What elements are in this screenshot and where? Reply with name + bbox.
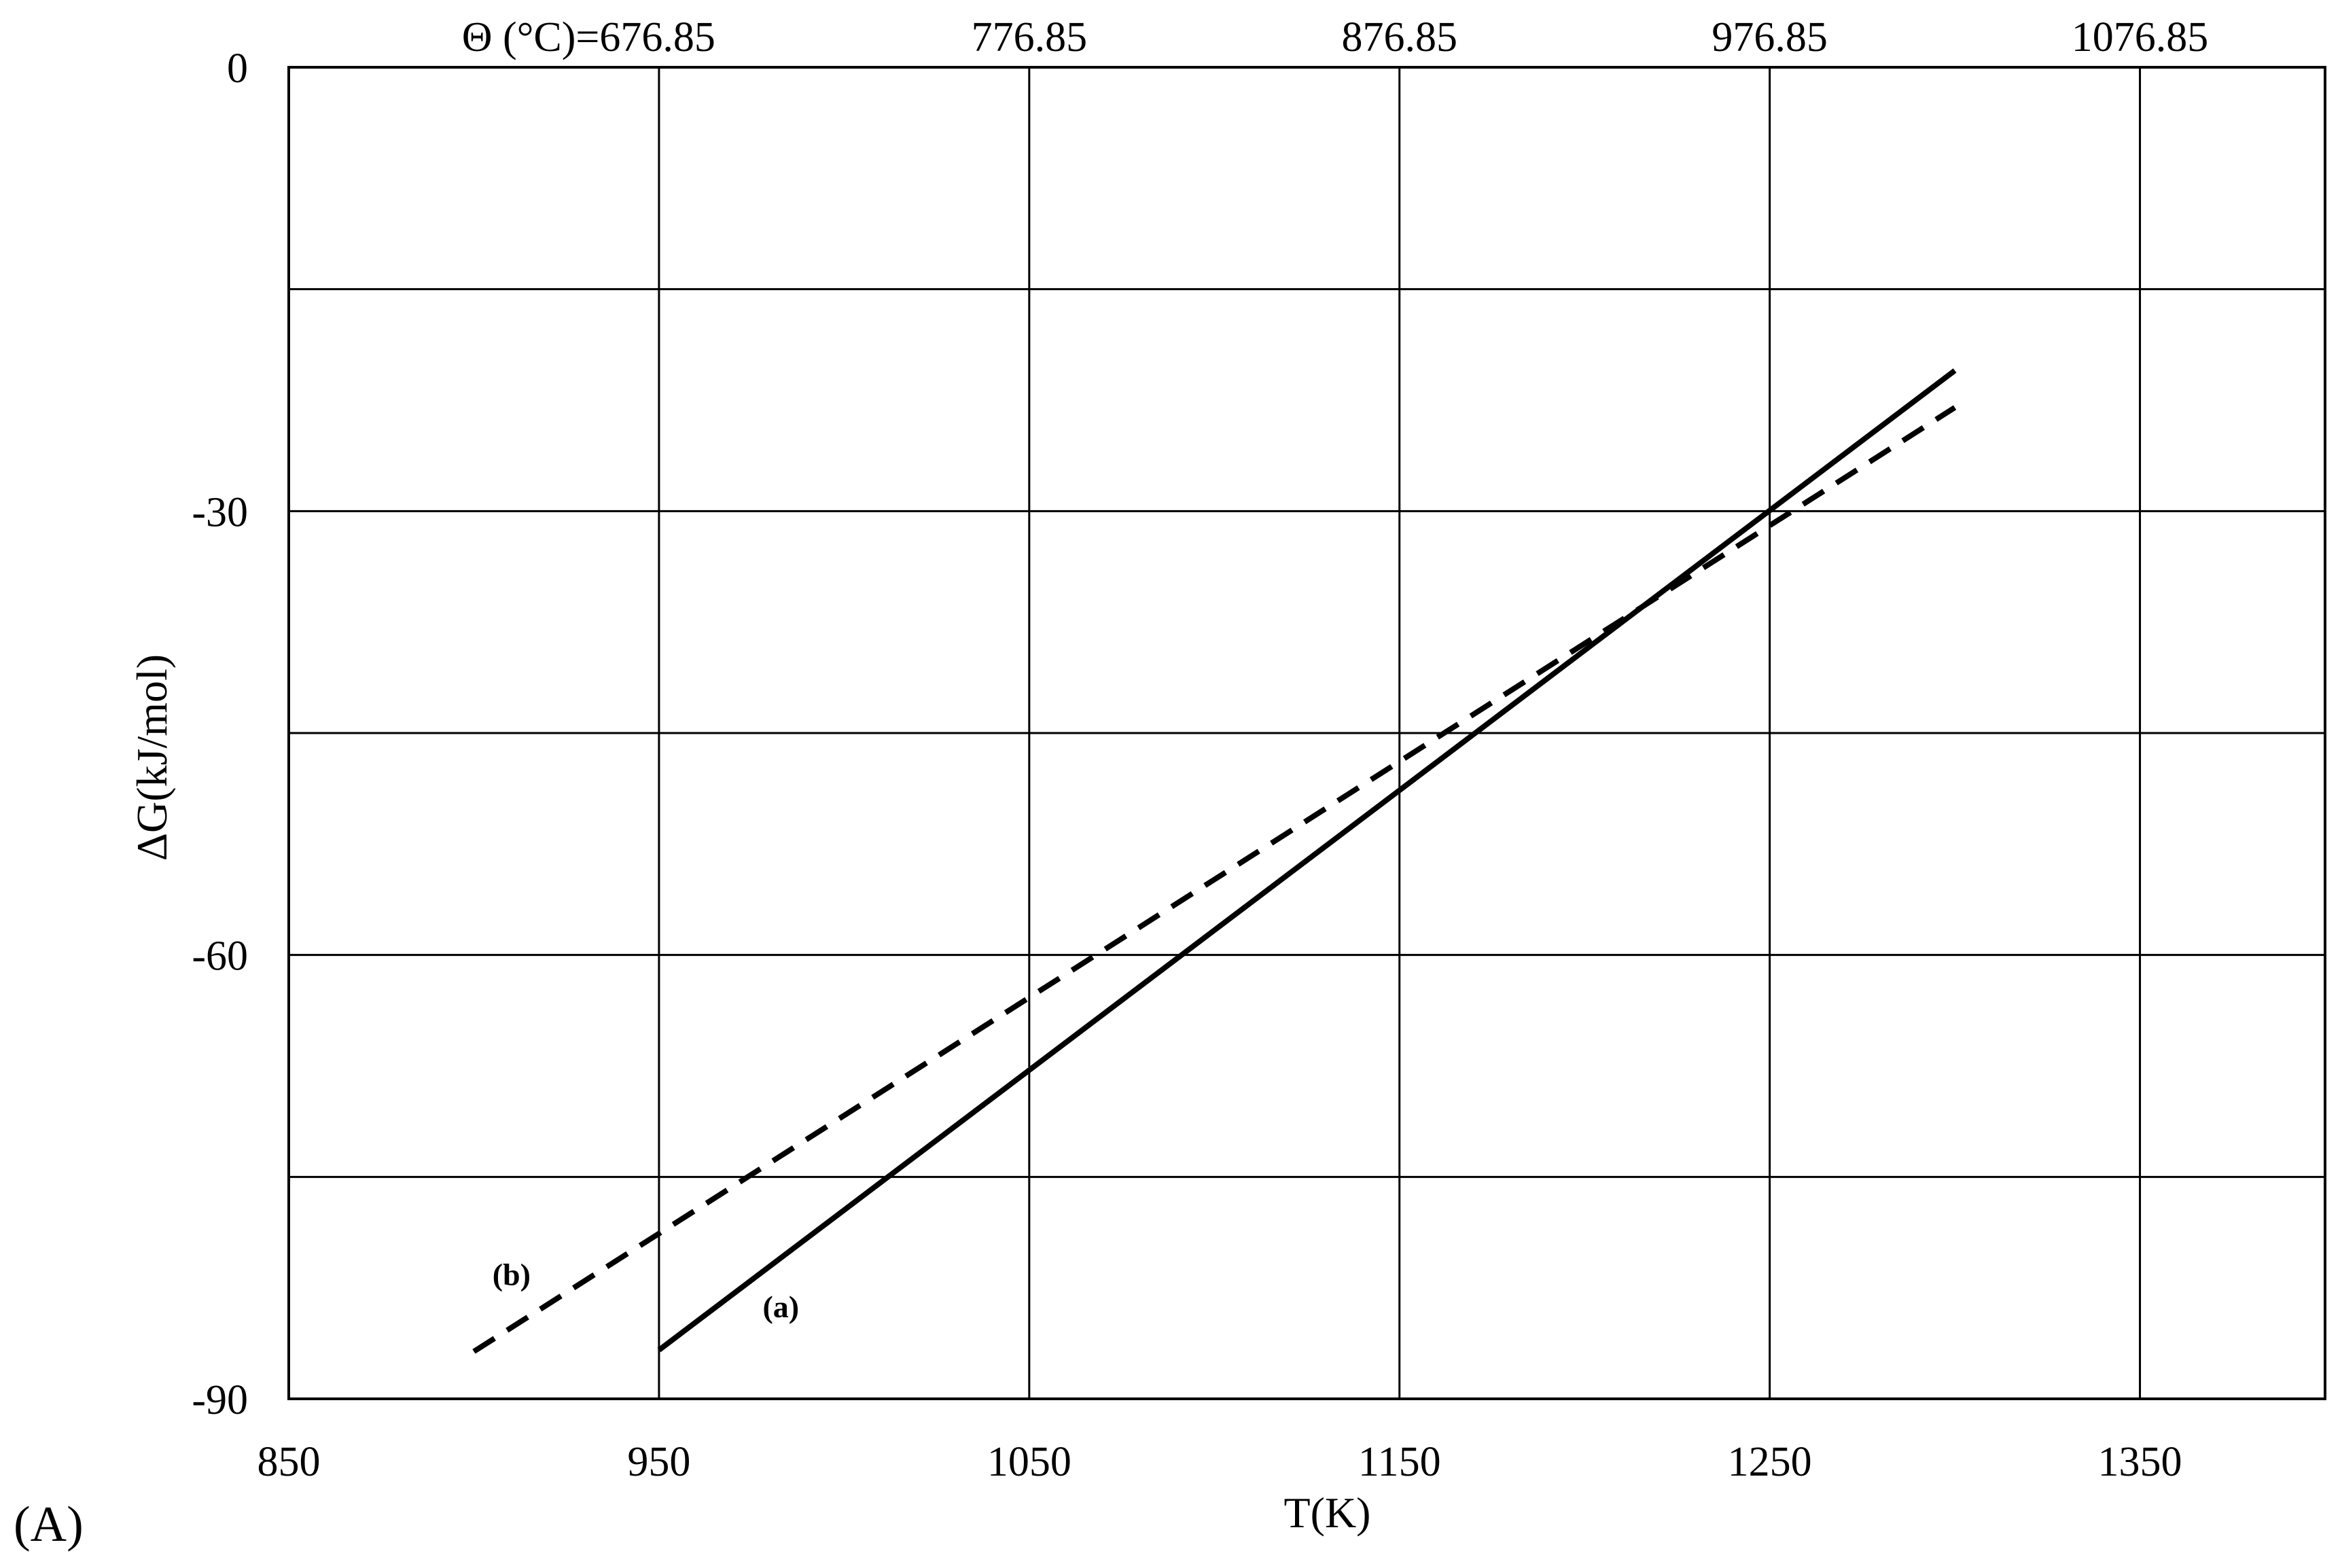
series-line xyxy=(472,405,1957,1354)
series-label: (a) xyxy=(762,1289,799,1324)
panel-label: (A) xyxy=(14,1497,84,1552)
grid-lines xyxy=(289,67,2325,1399)
top-axis-tick-label: 976.85 xyxy=(1712,14,1828,60)
top-axis-tick-label: 776.85 xyxy=(972,14,1088,60)
top-axis-tick-label: Θ (°C)=676.85 xyxy=(462,14,715,60)
y-axis-title: ΔG(kJ/mol) xyxy=(128,654,176,861)
x-tick-label: 950 xyxy=(627,1439,690,1485)
x-tick-label: 850 xyxy=(258,1439,321,1485)
x-tick-label: 1250 xyxy=(1728,1439,1812,1485)
x-tick-label: 1050 xyxy=(987,1439,1071,1485)
series-label: (b) xyxy=(493,1257,531,1291)
series-labels: (a) (b) xyxy=(493,1257,799,1324)
x-tick-labels: 850 950 1050 1150 1250 1350 xyxy=(258,1439,2182,1485)
y-tick-label: -60 xyxy=(192,933,248,980)
top-axis-tick-label: 1076.85 xyxy=(2072,14,2209,60)
y-tick-labels: 0 -30 -60 -90 xyxy=(192,46,248,1423)
plot-area-frame xyxy=(287,66,2326,1400)
x-tick-label: 1150 xyxy=(1358,1439,1441,1485)
y-tick-label: -90 xyxy=(192,1377,248,1423)
x-axis-title: T(K) xyxy=(1284,1489,1371,1537)
x-tick-label: 1350 xyxy=(2098,1439,2182,1485)
y-tick-label: 0 xyxy=(227,46,248,92)
top-axis-tick-label: 876.85 xyxy=(1341,14,1457,60)
top-axis-tick-labels: Θ (°C)=676.85 776.85 876.85 976.85 1076.85 xyxy=(462,14,2209,60)
series-line xyxy=(657,368,1957,1353)
y-tick-label: -30 xyxy=(192,489,248,535)
series-lines xyxy=(472,368,1957,1354)
